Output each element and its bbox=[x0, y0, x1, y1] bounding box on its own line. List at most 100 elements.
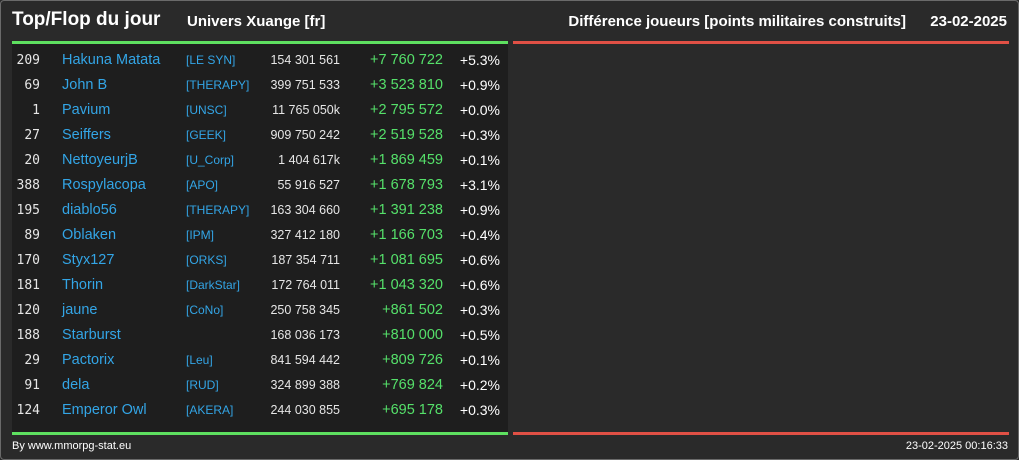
player-points: 1 404 617k bbox=[278, 153, 340, 167]
player-points: 168 036 173 bbox=[270, 328, 340, 342]
site-credit: By www.mmorpg-stat.eu bbox=[12, 440, 132, 452]
player-points: 250 758 345 bbox=[270, 303, 340, 317]
player-points: 187 354 711 bbox=[271, 253, 340, 267]
table-row: 20 NettoyeurjB [U_Corp] 1 404 617k +1 869 45… bbox=[12, 148, 508, 173]
flop-accent-line-lower bbox=[513, 432, 1009, 435]
points-difference: +695 178 bbox=[382, 402, 443, 418]
points-difference: +861 502 bbox=[382, 302, 443, 318]
points-difference: +1 166 703 bbox=[370, 227, 443, 243]
table-row: 170 Styx127 [ORKS] 187 354 711 +1 081 695 +0.… bbox=[12, 248, 508, 273]
table-row: 91 dela [RUD] 324 899 388 +769 824 +0.2% bbox=[12, 373, 508, 398]
table-row: 27 Seiffers [GEEK] 909 750 242 +2 519 528 +0.… bbox=[12, 123, 508, 148]
player-rank: 1 bbox=[32, 103, 40, 118]
player-name-link[interactable]: Seiffers bbox=[62, 127, 111, 143]
alliance-tag-link[interactable]: [UNSC] bbox=[186, 103, 227, 117]
player-rank: 69 bbox=[24, 78, 40, 93]
player-name-link[interactable]: Pactorix bbox=[62, 352, 115, 368]
player-points: 841 594 442 bbox=[270, 353, 340, 367]
points-difference: +1 678 793 bbox=[370, 177, 443, 193]
player-rank: 181 bbox=[16, 278, 40, 293]
table-row: 124 Emperor Owl [AKERA] 244 030 855 +695 178… bbox=[12, 398, 508, 423]
alliance-tag-link[interactable]: [U_Corp] bbox=[186, 153, 235, 167]
player-name-link[interactable]: Starburst bbox=[62, 327, 121, 343]
player-points: 399 751 533 bbox=[270, 78, 340, 92]
player-name-link[interactable]: Thorin bbox=[62, 277, 104, 293]
table-row: 120 jaune [CoNo] 250 758 345 +861 502 +0.3% bbox=[12, 298, 508, 323]
percent-change: +0.1% bbox=[459, 352, 500, 368]
table-row: 209 Hakuna Matata [LE SYN] 154 301 561 +7 76… bbox=[12, 48, 508, 73]
report-date: 23-02-2025 bbox=[930, 13, 1007, 30]
table-row: 69 John B [THERAPY] 399 751 533 +3 523 810 +0… bbox=[12, 73, 508, 98]
points-difference: +1 391 238 bbox=[370, 202, 443, 218]
percent-change: +0.3% bbox=[459, 302, 500, 318]
percent-change: +0.3% bbox=[459, 127, 500, 143]
percent-change: +0.6% bbox=[459, 252, 500, 268]
top-gainers-table: 209 Hakuna Matata [LE SYN] 154 301 561 +7 76… bbox=[12, 44, 508, 432]
universe-label: Univers Xuange [fr] bbox=[187, 13, 326, 30]
alliance-tag-link[interactable]: [APO] bbox=[186, 178, 219, 192]
player-name-link[interactable]: diablo56 bbox=[62, 202, 117, 218]
alliance-tag-link[interactable]: [AKERA] bbox=[186, 403, 234, 417]
alliance-tag-link[interactable]: [Leu] bbox=[186, 353, 213, 367]
player-name-link[interactable]: dela bbox=[62, 377, 90, 393]
alliance-tag-link[interactable]: [THERAPY] bbox=[186, 78, 250, 92]
points-difference: +769 824 bbox=[382, 377, 443, 393]
player-name-link[interactable]: Pavium bbox=[62, 102, 111, 118]
player-name-link[interactable]: Emperor Owl bbox=[62, 402, 147, 418]
flop-accent-line-upper bbox=[513, 41, 1009, 44]
player-name-link[interactable]: Hakuna Matata bbox=[62, 52, 161, 68]
table-row: 29 Pactorix [Leu] 841 594 442 +809 726 +0.1% bbox=[12, 348, 508, 373]
table-row: 1 Pavium [UNSC] 11 765 050k +2 795 572 +0.0% bbox=[12, 98, 508, 123]
player-name-link[interactable]: Rospylacopa bbox=[62, 177, 146, 193]
stat-subtitle: Différence joueurs [points militaires co… bbox=[568, 13, 906, 30]
points-difference: +1 043 320 bbox=[370, 277, 443, 293]
alliance-tag-link[interactable]: [CoNo] bbox=[186, 303, 224, 317]
points-difference: +3 523 810 bbox=[370, 77, 443, 93]
table-row: 195 diablo56 [THERAPY] 163 304 660 +1 391 23… bbox=[12, 198, 508, 223]
player-points: 172 764 011 bbox=[271, 278, 340, 292]
player-rank: 170 bbox=[16, 253, 40, 268]
percent-change: +0.2% bbox=[459, 377, 500, 393]
player-points: 327 412 180 bbox=[270, 228, 340, 242]
alliance-tag-link[interactable]: [IPM] bbox=[186, 228, 215, 242]
alliance-tag-link[interactable]: [LE SYN] bbox=[186, 53, 236, 67]
player-points: 324 899 388 bbox=[270, 378, 340, 392]
points-difference: +1 081 695 bbox=[370, 252, 443, 268]
alliance-tag-link[interactable]: [ORKS] bbox=[186, 253, 227, 267]
points-difference: +2 519 528 bbox=[370, 127, 443, 143]
table-row: 89 Oblaken [IPM] 327 412 180 +1 166 703 +0.4% bbox=[12, 223, 508, 248]
player-name-link[interactable]: NettoyeurjB bbox=[62, 152, 138, 168]
page-title: Top/Flop du jour bbox=[12, 9, 161, 30]
points-difference: +810 000 bbox=[382, 327, 443, 343]
player-rank: 120 bbox=[16, 303, 40, 318]
player-points: 909 750 242 bbox=[270, 128, 340, 142]
player-name-link[interactable]: Styx127 bbox=[62, 252, 115, 268]
percent-change: +0.5% bbox=[459, 327, 500, 343]
alliance-tag-link[interactable]: [THERAPY] bbox=[186, 203, 250, 217]
percent-change: +0.3% bbox=[459, 402, 500, 418]
percent-change: +5.3% bbox=[459, 52, 500, 68]
points-difference: +7 760 722 bbox=[370, 52, 443, 68]
player-name-link[interactable]: John B bbox=[62, 77, 108, 93]
alliance-tag-link[interactable]: [RUD] bbox=[186, 378, 219, 392]
alliance-tag-link[interactable]: [GEEK] bbox=[186, 128, 227, 142]
player-name-link[interactable]: Oblaken bbox=[62, 227, 117, 243]
player-rank: 89 bbox=[24, 228, 40, 243]
player-name-link[interactable]: jaune bbox=[62, 302, 98, 318]
table-row: 181 Thorin [DarkStar] 172 764 011 +1 043 320… bbox=[12, 273, 508, 298]
player-rank: 29 bbox=[24, 353, 40, 368]
player-points: 11 765 050k bbox=[272, 103, 340, 117]
generated-timestamp: 23-02-2025 00:16:33 bbox=[905, 440, 1008, 452]
player-rank: 20 bbox=[24, 153, 40, 168]
percent-change: +3.1% bbox=[459, 177, 500, 193]
player-rank: 188 bbox=[16, 328, 40, 343]
player-rank: 91 bbox=[24, 378, 40, 393]
player-rank: 195 bbox=[16, 203, 40, 218]
points-difference: +1 869 459 bbox=[370, 152, 443, 168]
points-difference: +809 726 bbox=[382, 352, 443, 368]
player-points: 163 304 660 bbox=[270, 203, 340, 217]
alliance-tag-link[interactable]: [DarkStar] bbox=[186, 278, 241, 292]
player-points: 244 030 855 bbox=[270, 403, 340, 417]
points-difference: +2 795 572 bbox=[370, 102, 443, 118]
player-points: 154 301 561 bbox=[270, 53, 340, 67]
